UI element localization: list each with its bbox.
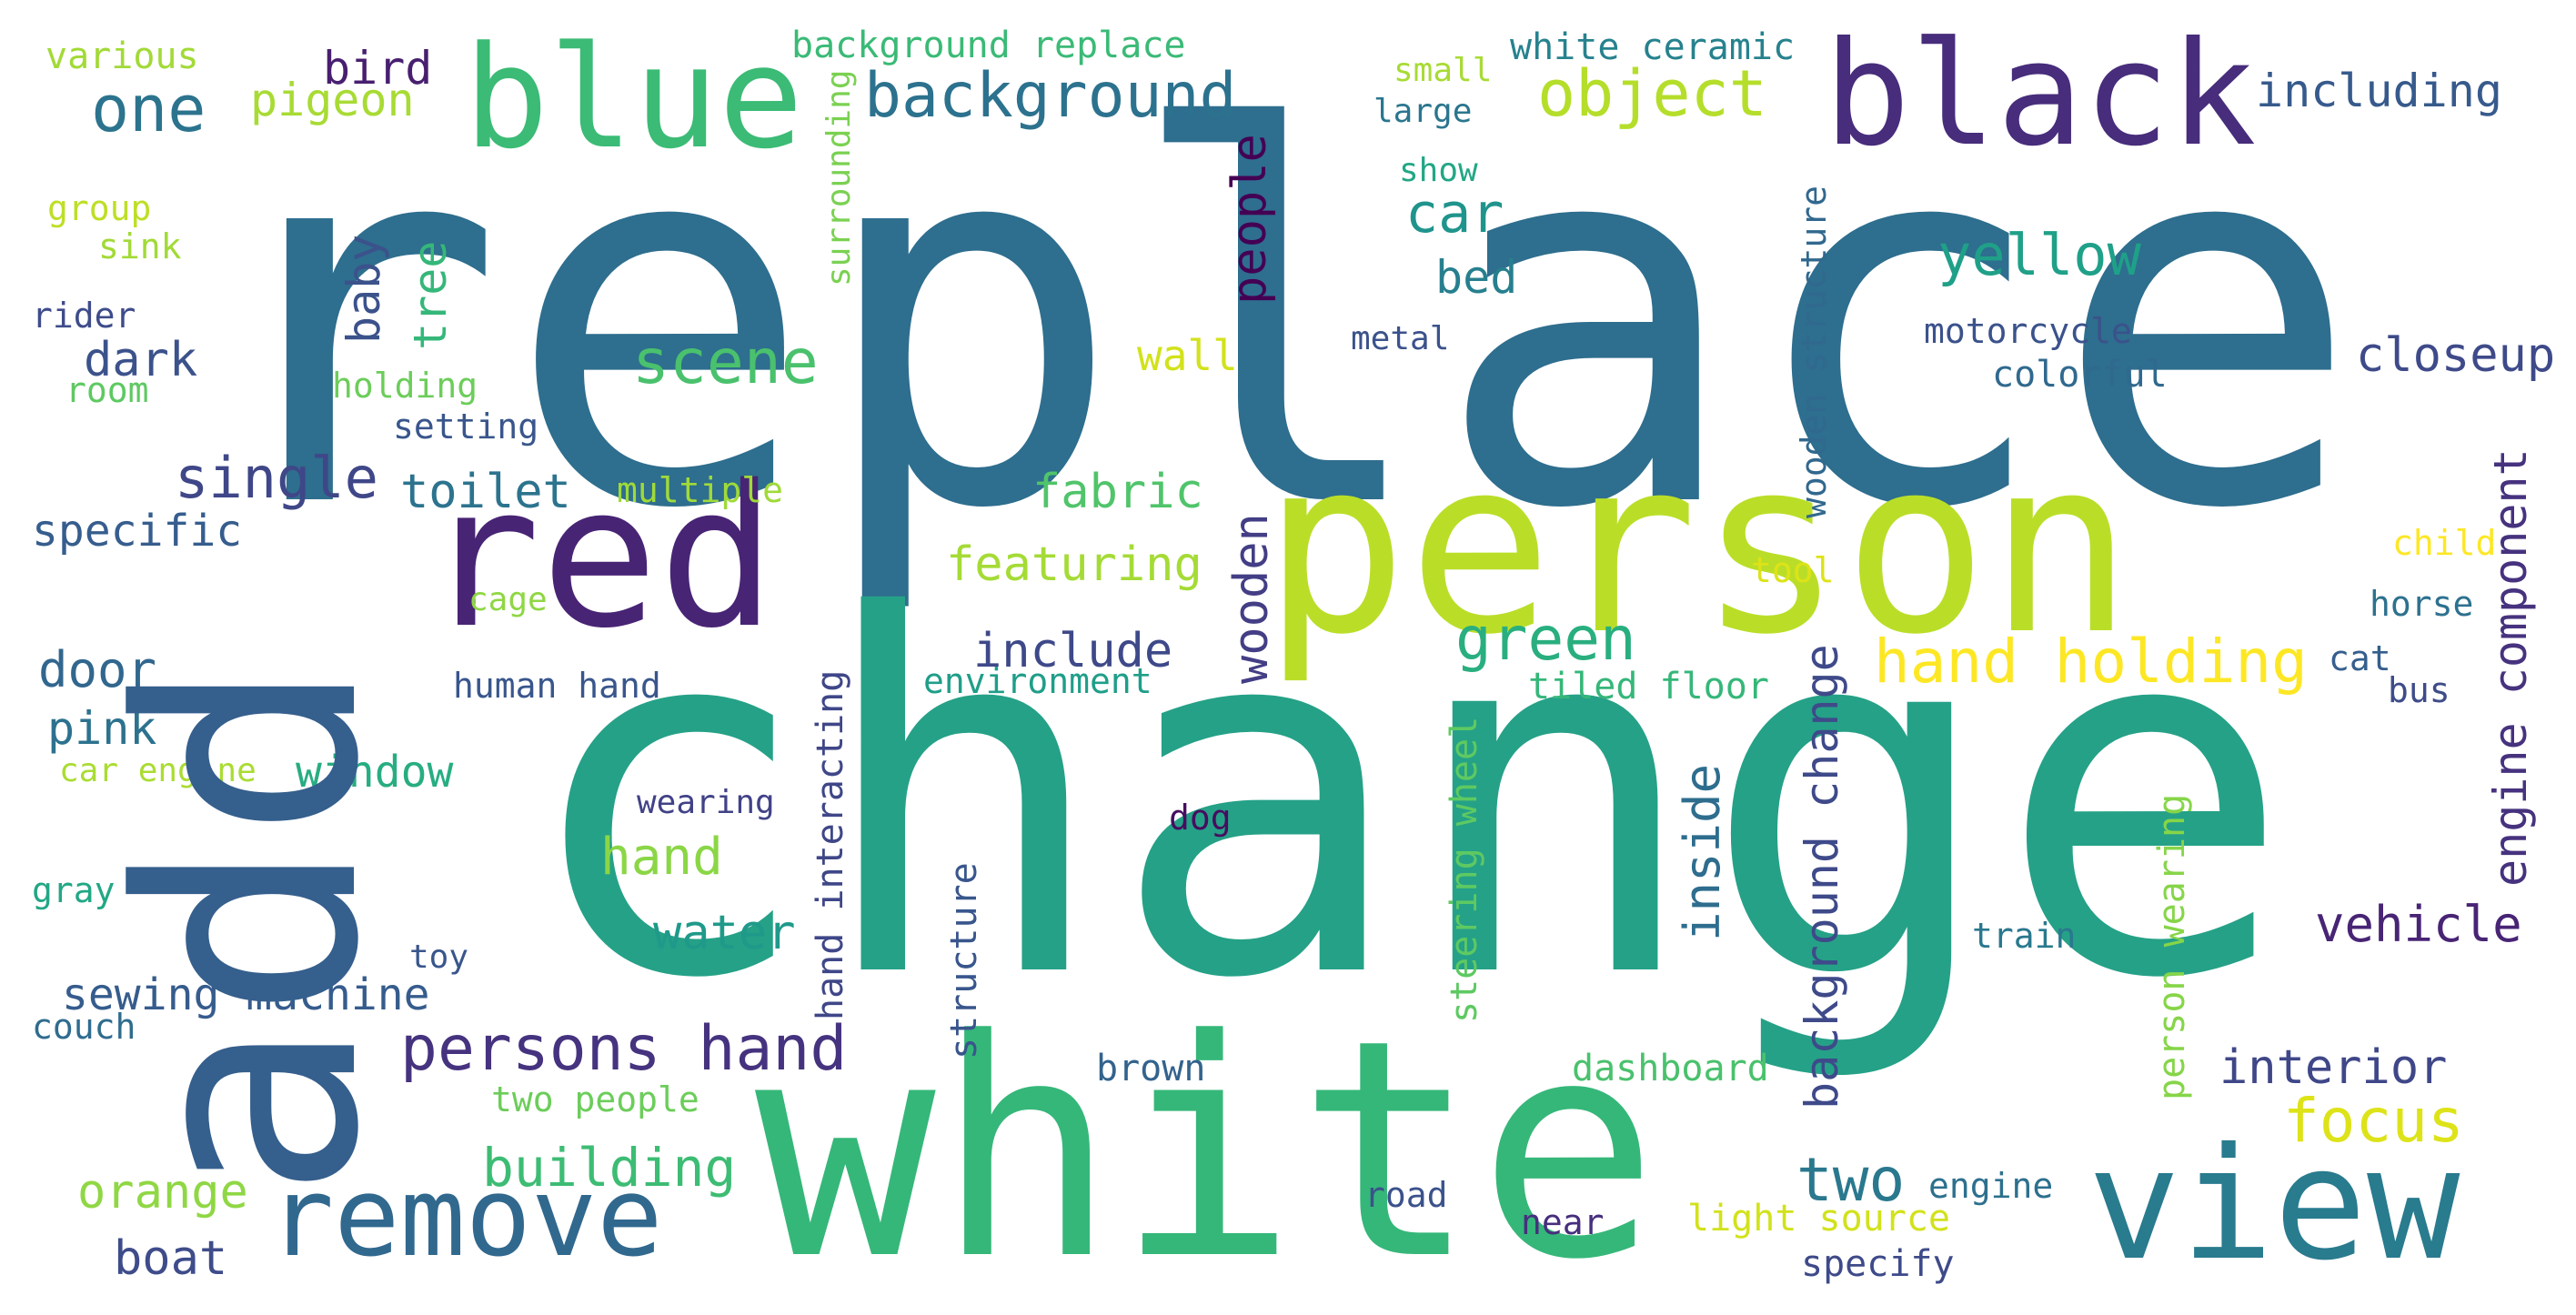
word-white-ceramic: white ceramic (1510, 26, 1796, 68)
word-pigeon: pigeon (250, 74, 415, 126)
word-door: door (38, 641, 157, 698)
word-persons-hand: persons hand (400, 1013, 848, 1085)
word-engine-component: engine component (2484, 448, 2537, 887)
word-person: person (1263, 407, 2134, 688)
word-white: white (755, 976, 1659, 1315)
word-interior: interior (2219, 1040, 2448, 1095)
word-colorful: colorful (1992, 354, 2168, 396)
word-specific: specific (32, 506, 243, 557)
word-hand: hand (600, 828, 723, 887)
word-gray: gray (32, 870, 116, 910)
word-yellow: yellow (1937, 222, 2141, 288)
word-orange: orange (77, 1165, 248, 1220)
word-wooden: wooden (1224, 513, 1279, 684)
word-hand-holding: hand holding (1874, 627, 2308, 697)
word-two: two (1796, 1145, 1906, 1215)
word-water: water (653, 906, 796, 960)
word-baby: baby (337, 234, 390, 344)
word-brown: brown (1096, 1048, 1206, 1089)
word-inside: inside (1674, 763, 1731, 941)
word-red: red (423, 443, 777, 671)
word-room: room (65, 370, 149, 410)
word-specify: specify (1801, 1243, 1955, 1285)
word-large: large (1374, 93, 1473, 130)
word-focus: focus (2283, 1086, 2464, 1156)
word-setting: setting (393, 407, 539, 447)
word-metal: metal (1351, 320, 1450, 357)
word-including: including (2256, 65, 2502, 117)
word-bird: bird (323, 42, 433, 95)
word-bed: bed (1435, 251, 1518, 304)
word-tiled-floor: tiled floor (1528, 666, 1769, 708)
word-replace: replace (196, 24, 2362, 621)
word-single: single (175, 445, 378, 511)
word-building: building (482, 1137, 737, 1199)
word-fabric: fabric (1032, 465, 1203, 519)
word-background-replace: background replace (791, 25, 1186, 66)
word-add: add (75, 658, 425, 1200)
word-toilet: toilet (400, 465, 571, 519)
word-featuring: featuring (946, 537, 1202, 592)
word-holding: holding (332, 366, 478, 406)
word-people: people (1223, 134, 1277, 305)
word-road: road (1364, 1175, 1448, 1215)
word-object: object (1537, 56, 1767, 131)
word-view: view (2088, 1115, 2460, 1295)
word-background-change: background change (1796, 644, 1848, 1109)
word-sink: sink (98, 226, 182, 266)
word-dark: dark (84, 333, 198, 387)
word-structure: structure (943, 862, 985, 1059)
word-multiple: multiple (617, 470, 784, 510)
word-tool: tool (1751, 550, 1835, 590)
word-bus: bus (2388, 670, 2450, 710)
word-wall: wall (1137, 331, 1238, 380)
word-cage: cage (468, 581, 548, 618)
word-steering-wheel: steering wheel (1444, 716, 1485, 1023)
word-include: include (973, 624, 1173, 678)
word-near: near (1521, 1202, 1605, 1242)
word-couch: couch (32, 1007, 136, 1047)
word-dog: dog (1169, 798, 1232, 838)
word-vehicle: vehicle (2315, 896, 2522, 953)
word-various: various (45, 35, 199, 77)
word-rider: rider (32, 296, 136, 336)
word-person-wearing: person wearing (2151, 793, 2193, 1100)
word-change: change (518, 515, 2293, 1086)
word-two-people: two people (491, 1079, 699, 1119)
word-horse: horse (2370, 584, 2474, 624)
word-light-source: light source (1687, 1198, 1950, 1240)
word-wearing: wearing (637, 784, 775, 821)
word-toy: toy (409, 939, 469, 976)
word-show: show (1399, 152, 1478, 189)
word-background: background (864, 60, 1237, 132)
word-train: train (1972, 916, 2077, 956)
word-group: group (47, 188, 152, 228)
word-tree: tree (404, 240, 457, 350)
word-blue: blue (464, 15, 804, 180)
word-boat: boat (114, 1231, 228, 1286)
word-human-hand: human hand (453, 666, 661, 706)
word-hand-interacting: hand interacting (810, 669, 851, 1020)
word-wooden-structure: wooden structure (1794, 185, 1834, 518)
word-window: window (296, 747, 454, 798)
word-engine: engine (1928, 1166, 2054, 1206)
word-child: child (2392, 523, 2497, 563)
word-environment: environment (923, 661, 1152, 701)
word-car-engine: car engine (59, 752, 257, 789)
word-green: green (1455, 604, 1636, 674)
word-small: small (1394, 52, 1493, 89)
word-remove: remove (268, 1155, 663, 1281)
word-car: car (1405, 182, 1504, 246)
word-one: one (91, 72, 206, 146)
word-black: black (1824, 11, 2257, 178)
word-sewing-machine: sewing machine (62, 969, 430, 1020)
word-motorcycle: motorcycle (1924, 311, 2132, 351)
word-cat: cat (2329, 638, 2391, 678)
word-scene: scene (632, 326, 819, 398)
word-dashboard: dashboard (1572, 1048, 1769, 1089)
word-pink: pink (47, 702, 157, 755)
word-surrounding: surrounding (820, 69, 858, 286)
word-closeup: closeup (2356, 328, 2556, 383)
